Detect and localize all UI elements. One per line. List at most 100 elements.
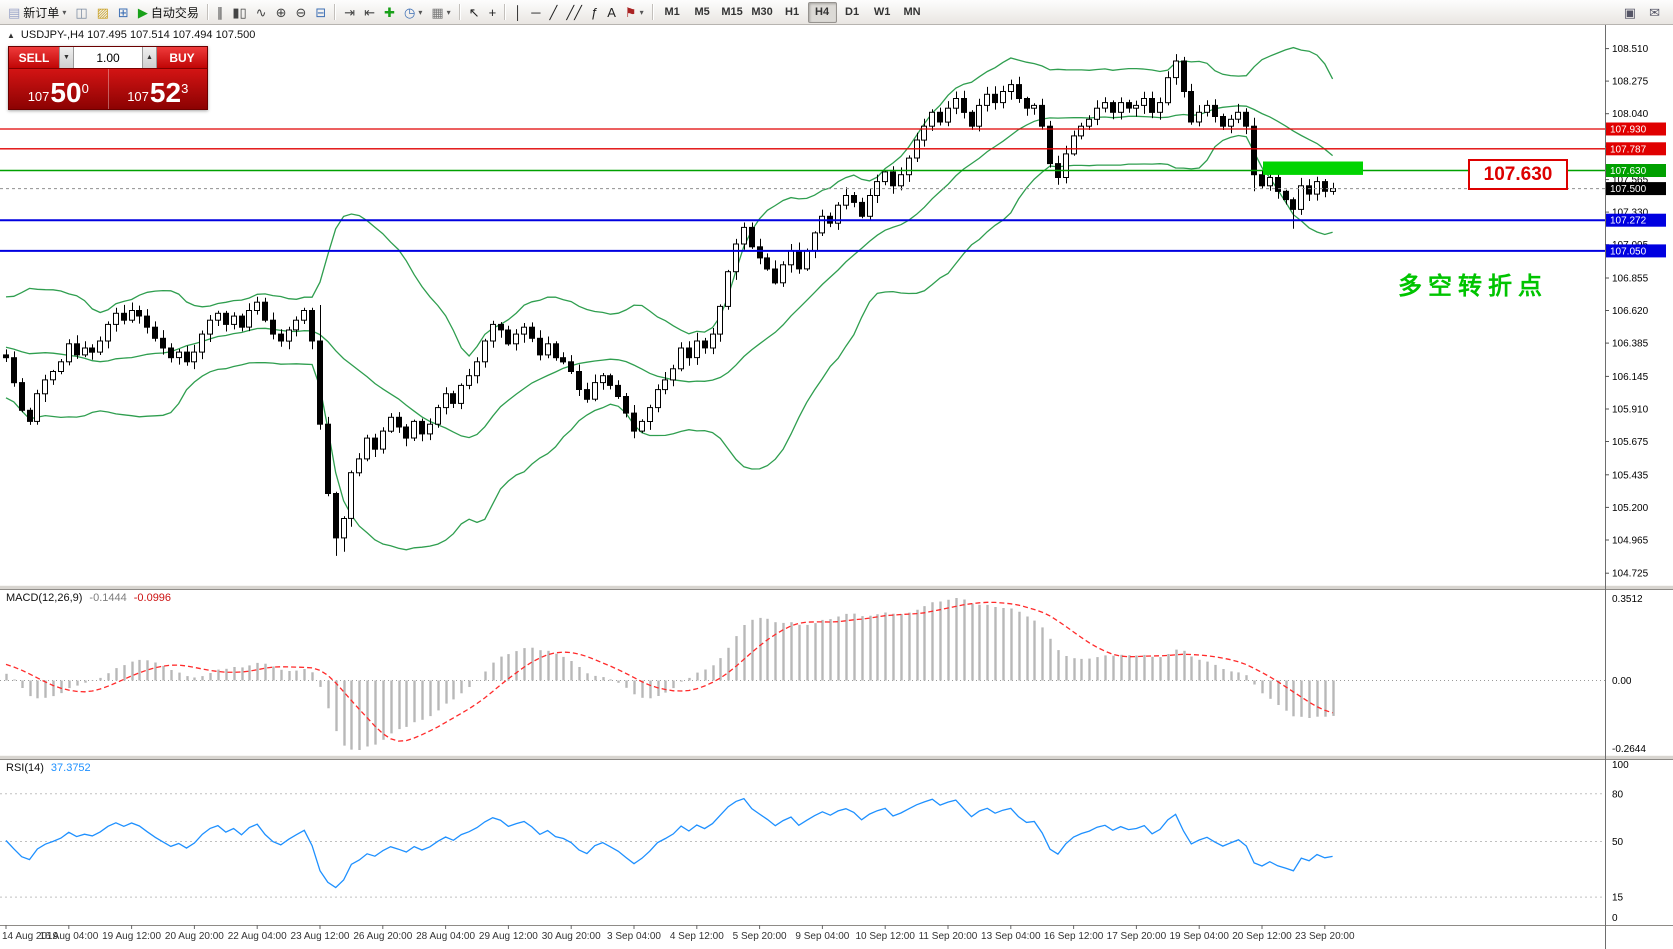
green-zone-rect[interactable] — [1263, 161, 1363, 175]
horizontal-levels[interactable] — [0, 128, 1605, 252]
buy-price[interactable]: 107 52 3 — [109, 69, 208, 109]
zoom-in-button[interactable]: ⊕ — [272, 2, 291, 23]
sell-price-prefix: 107 — [27, 89, 50, 104]
cursor-button-glyph: ↖ — [468, 4, 480, 20]
crosshair-button-glyph: + — [488, 4, 497, 20]
chat-icon[interactable]: ✉ — [1645, 2, 1664, 23]
crosshair-button[interactable]: + — [485, 2, 501, 23]
navigator-button[interactable]: ⊞ — [114, 2, 133, 23]
timeframe-m30[interactable]: M30 — [751, 5, 773, 18]
zoom-out-button[interactable]: ⊖ — [291, 2, 310, 23]
timeframe-m5[interactable]: M5 — [694, 5, 710, 18]
svg-text:107.930: 107.930 — [1610, 125, 1647, 136]
rsi-line — [5, 797, 1333, 889]
svg-text:106.855: 106.855 — [1612, 274, 1649, 285]
svg-text:106.620: 106.620 — [1612, 306, 1649, 317]
tile-windows-button-glyph: ⊟ — [315, 4, 327, 20]
timeframe-mn[interactable]: MN — [903, 5, 921, 18]
timeframe-m1[interactable]: M1 — [664, 5, 680, 18]
arrows-button-caret: ▾ — [639, 7, 644, 17]
macd-scale[interactable]: 0.3512 0.00 -0.2644 — [1612, 594, 1646, 755]
new-order-button[interactable]: ▤ 新订单 ▾ — [4, 2, 70, 23]
macd-histogram — [5, 598, 1335, 750]
one-click-trading-panel: SELL ▼ 1.00 ▲ BUY 107 50 0 107 52 3 — [8, 46, 208, 110]
svg-text:105.675: 105.675 — [1612, 437, 1649, 448]
chart-ohlc-readout: ▲ USDJPY-,H4 107.495 107.514 107.494 107… — [7, 29, 255, 41]
volume-increase-button[interactable]: ▲ — [142, 47, 157, 68]
templates-button-glyph: ▦ — [431, 4, 444, 20]
candle-chart-button[interactable]: ▮▯ — [228, 2, 250, 23]
sell-button[interactable]: SELL — [9, 47, 59, 68]
sell-price[interactable]: 107 50 0 — [9, 69, 108, 109]
svg-text:107.787: 107.787 — [1610, 144, 1647, 155]
toolbar-separator — [334, 4, 337, 20]
svg-text:16 Sep 12:00: 16 Sep 12:00 — [1044, 931, 1104, 942]
price-tag-label[interactable]: 107.630 — [1468, 159, 1568, 190]
new-order-button-label: 新订单 — [23, 5, 60, 20]
svg-text:3 Sep 04:00: 3 Sep 04:00 — [607, 931, 661, 942]
text-button-glyph: A — [607, 4, 616, 20]
buy-button[interactable]: BUY — [157, 47, 207, 68]
sell-price-main: 50 — [50, 77, 82, 108]
macd-title: MACD(12,26,9) — [6, 592, 83, 604]
timeframe-h1[interactable]: H1 — [785, 5, 800, 18]
svg-text:22 Aug 04:00: 22 Aug 04:00 — [228, 931, 287, 942]
svg-text:19 Aug 12:00: 19 Aug 12:00 — [102, 931, 161, 942]
channel-button[interactable]: ╱╱ — [562, 2, 586, 23]
timeframe-m15[interactable]: M15 — [721, 5, 743, 18]
text-button[interactable]: A — [603, 2, 620, 23]
chart-shift-button-glyph: ⇤ — [364, 4, 376, 20]
periods-button-caret: ▾ — [418, 7, 423, 17]
bollinger-middle-line — [5, 105, 1334, 439]
window-icon[interactable]: ▣ — [1620, 2, 1640, 23]
svg-text:0.3512: 0.3512 — [1612, 594, 1643, 605]
buy-price-sup: 3 — [181, 81, 189, 96]
profiles-button[interactable]: ▨ — [93, 2, 113, 23]
panel-separator[interactable] — [0, 585, 1673, 590]
macd-label: MACD(12,26,9) -0.1444 -0.0996 — [6, 592, 171, 604]
cursor-button[interactable]: ↖ — [465, 2, 484, 23]
macd-value-2: -0.0996 — [133, 592, 172, 604]
trendline-button[interactable]: ╱ — [546, 2, 562, 23]
indicators-button[interactable]: ✚ — [380, 2, 399, 23]
arrows-button[interactable]: ⚑ ▾ — [621, 2, 648, 23]
tile-windows-button[interactable]: ⊟ — [311, 2, 330, 23]
svg-text:14 Aug 2019: 14 Aug 2019 — [2, 931, 59, 942]
timeframe-h4[interactable]: H4 — [807, 1, 837, 23]
chart-shift-button[interactable]: ⇤ — [360, 2, 379, 23]
svg-text:106.385: 106.385 — [1612, 339, 1649, 350]
svg-text:20 Aug 20:00: 20 Aug 20:00 — [165, 931, 224, 942]
bar-chart-button[interactable]: ∥ — [213, 2, 228, 23]
charts-button[interactable]: ◫ — [71, 2, 91, 23]
bar-chart-button-glyph: ∥ — [216, 4, 224, 20]
auto-scroll-button[interactable]: ⇥ — [340, 2, 359, 23]
rsi-title: RSI(14) — [6, 762, 44, 774]
volume-input[interactable]: 1.00 — [74, 47, 142, 68]
timeframe-d1[interactable]: D1 — [845, 5, 860, 18]
svg-text:107.500: 107.500 — [1610, 184, 1647, 195]
svg-text:10 Sep 12:00: 10 Sep 12:00 — [855, 931, 915, 942]
price-scale[interactable]: 108.510108.275108.040107.805107.565107.3… — [1605, 25, 1666, 949]
autotrading-button[interactable]: ▶ 自动交易 — [134, 2, 203, 23]
timeframe-w1[interactable]: W1 — [873, 5, 891, 18]
vline-button[interactable]: │ — [510, 2, 526, 23]
hline-button[interactable]: ─ — [527, 2, 544, 23]
svg-text:50: 50 — [1612, 837, 1624, 848]
line-chart-button[interactable]: ∿ — [252, 2, 271, 23]
svg-text:16 Aug 04:00: 16 Aug 04:00 — [39, 931, 98, 942]
templates-button[interactable]: ▦ ▾ — [427, 2, 454, 23]
resistance-line-107787-scale-label — [1606, 142, 1666, 156]
svg-text:107.050: 107.050 — [1610, 246, 1647, 257]
panel-separator[interactable] — [0, 755, 1673, 760]
autotrading-button-glyph: ▶ — [137, 4, 148, 20]
one-click-toggle[interactable]: ▲ — [7, 30, 15, 40]
volume-decrease-button[interactable]: ▼ — [59, 47, 74, 68]
periods-button[interactable]: ◷ ▾ — [400, 2, 426, 23]
toolbar-separator — [458, 4, 461, 20]
rsi-scale[interactable]: 100 80 50 15 0 — [1612, 760, 1629, 924]
svg-text:23 Aug 12:00: 23 Aug 12:00 — [291, 931, 350, 942]
rsi-value: 37.3752 — [50, 762, 91, 774]
fibonacci-button[interactable]: ƒ — [587, 2, 602, 23]
